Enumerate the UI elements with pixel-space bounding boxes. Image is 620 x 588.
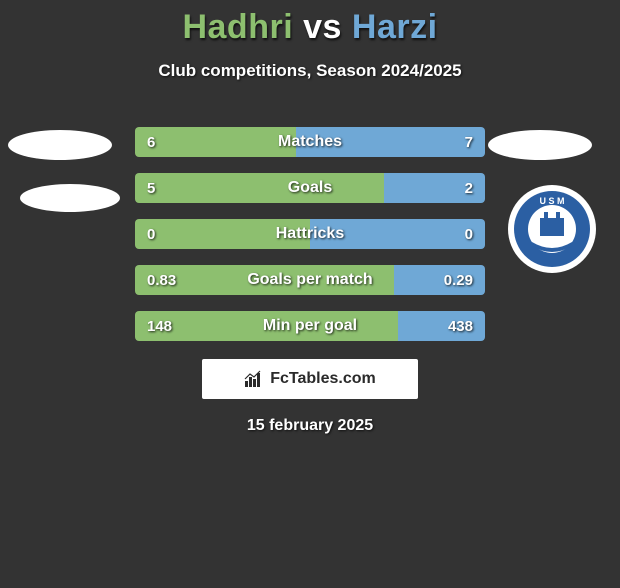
stat-row: 5 Goals 2	[135, 173, 485, 203]
footer-brand-text: FcTables.com	[270, 370, 376, 388]
stats-container: 6 Matches 7 5 Goals 2 0 Hattricks 0 0.83…	[135, 127, 485, 341]
stat-label: Goals per match	[135, 265, 485, 295]
stat-label: Hattricks	[135, 219, 485, 249]
subtitle: Club competitions, Season 2024/2025	[0, 61, 620, 81]
player1-name: Hadhri	[182, 8, 293, 46]
team-right-shape-1	[488, 130, 592, 160]
page-title: Hadhri vs Harzi	[0, 8, 620, 47]
stat-label: Min per goal	[135, 311, 485, 341]
stat-value-right: 2	[465, 173, 473, 203]
footer-date: 15 february 2025	[0, 417, 620, 435]
stat-value-right: 0	[465, 219, 473, 249]
stat-row: 0 Hattricks 0	[135, 219, 485, 249]
stat-label: Matches	[135, 127, 485, 157]
team-right-logo: U S M	[502, 184, 602, 274]
club-crest-icon: U S M	[502, 184, 602, 274]
team-left-shape-1	[8, 130, 112, 160]
player2-name: Harzi	[352, 8, 438, 46]
footer-brand-box: FcTables.com	[202, 359, 418, 399]
bar-chart-icon	[244, 369, 264, 389]
team-left-shape-2	[20, 184, 120, 212]
stat-row: 0.83 Goals per match 0.29	[135, 265, 485, 295]
stat-row: 148 Min per goal 438	[135, 311, 485, 341]
stat-value-right: 438	[448, 311, 473, 341]
stat-value-right: 0.29	[444, 265, 473, 295]
vs-text: vs	[303, 8, 342, 46]
svg-text:U S M: U S M	[539, 196, 564, 206]
stat-value-right: 7	[465, 127, 473, 157]
stat-row: 6 Matches 7	[135, 127, 485, 157]
stat-label: Goals	[135, 173, 485, 203]
